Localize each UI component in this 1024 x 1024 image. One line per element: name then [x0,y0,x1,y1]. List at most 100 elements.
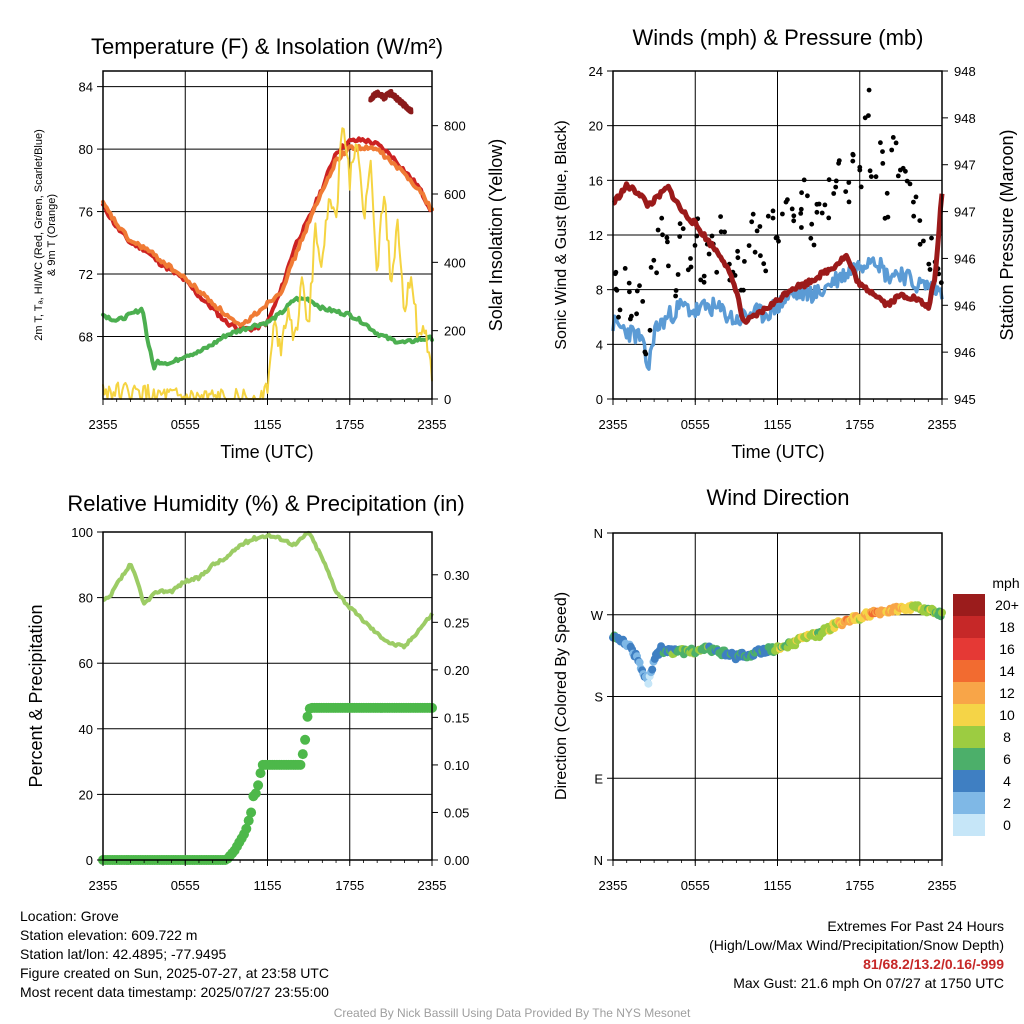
temp-ytick-label: 68 [79,330,93,345]
rh-y2tick-label: 0.25 [444,615,469,630]
wind-y2tick-label: 946 [954,251,976,266]
gust-point [917,241,923,247]
gust-point [846,180,852,185]
temp-ylabel-left-1: 2m T, Tₐ, HI/WC (Red, Green, Scarlet/Blu… [33,129,45,341]
dir-xtick-label: 1155 [764,878,792,893]
temp-y2tick-label: 200 [444,324,466,339]
rh-y2tick-label: 0.10 [444,758,469,773]
station-elevation: Station elevation: 609.722 m [20,927,198,943]
gust-point [826,215,832,221]
wind-xtick-label: 1755 [845,417,874,432]
gust-point [660,232,665,238]
rh-y2tick-label: 0.30 [444,568,469,583]
gust-point [692,243,698,248]
temp-ylabel-right: Solar Insolation (Yellow) [486,139,506,331]
rh-ytick-label: 0 [86,853,93,868]
gust-point [617,307,623,313]
temp-ytick-label: 76 [79,205,93,220]
wind-ytick-label: 4 [596,337,603,352]
legend-label: 10 [999,707,1015,723]
temp-series-td [101,295,434,371]
speed-legend: 20+ 18 16 14 12 10 8 6 4 2 0 [953,594,1019,836]
gust-point [774,235,780,241]
gust-point [846,199,852,205]
temp-series-solar [102,127,433,400]
gust-point [791,218,797,224]
wind-series [611,87,945,371]
gust-point [857,164,863,170]
station-latlon: Station lat/lon: 42.4895; -77.9495 [20,946,227,962]
wind-ytick-label: 0 [596,392,603,407]
gust-point [698,277,704,283]
gust-point [718,214,723,220]
gust-point [722,229,727,235]
gust-point [754,228,760,234]
wind-xtick-label: 0555 [681,417,710,432]
legend-label: 20+ [995,597,1019,613]
gust-point [665,239,670,245]
legend-swatch [953,638,985,660]
dir-ylabel-left: Direction (Colored By Speed) [553,592,570,800]
precip-point [255,768,266,779]
dir-xtick-label: 2355 [928,878,957,893]
legend-swatch [953,660,985,682]
rh-y2tick-label: 0.20 [444,663,469,678]
legend-label: 8 [1003,729,1011,745]
gust-point [735,255,741,261]
rh-xtick-label: 1155 [254,878,282,893]
gust-point [798,206,804,212]
legend-swatch [953,682,985,704]
gust-point [811,242,817,248]
precip-point [253,780,264,791]
gust-point [749,219,755,225]
gust-point [833,184,839,190]
gust-point [701,273,707,279]
gust-point [929,235,934,241]
wind-ylabel-right: Station Pressure (Maroon) [997,129,1017,340]
temp-title: Temperature (F) & Insolation (W/m²) [91,34,443,59]
gust-point [895,173,901,179]
gust-point [903,168,908,174]
extremes-info: Extremes For Past 24 Hours (High/Low/Max… [709,917,1004,993]
wind-title: Winds (mph) & Pressure (mb) [633,25,924,50]
gust-point [822,202,828,208]
gust-point [648,265,654,270]
gust-point [701,279,707,285]
wind-ytick-label: 24 [589,64,603,79]
wind-y2tick-label: 945 [954,392,976,407]
gust-point [706,251,712,257]
gust-point [799,225,804,230]
rh-y2tick-label: 0.00 [444,853,469,868]
temp-xtick-label: 0555 [171,417,200,432]
dir-title: Wind Direction [706,485,849,510]
gust-point [878,140,883,146]
wind-y2tick-label: 948 [954,64,976,79]
gust-point [627,289,632,295]
gust-point [655,227,661,233]
gust-point [647,327,653,333]
gust-point [694,233,700,239]
legend-label: 0 [1003,817,1011,833]
wind-ylabel-left: Sonic Wind & Gust (Blue, Black) [553,120,570,349]
station-location: Location: Grove [20,908,119,924]
rh-y2tick-label: 0.05 [444,805,469,820]
dir-axes: 2355 0555 1155 1755 2355 N E S W N [591,526,957,893]
rh-ytick-label: 40 [79,722,93,737]
gust-point [907,181,913,187]
dir-ytick-label: S [594,690,603,705]
gust-point [750,211,756,217]
gust-point [752,249,758,255]
gust-point [809,221,815,227]
legend-swatch [953,770,985,792]
wind-y2tick-label: 947 [954,205,976,220]
gust-point [785,197,790,203]
dir-ytick-label: N [594,526,603,541]
temp-y2tick-label: 600 [444,187,466,202]
gust-point [798,211,804,216]
station-info: Location: Grove Station elevation: 609.7… [20,907,329,1002]
gust-point [613,269,619,275]
gust-point [868,174,874,180]
gust-point [831,191,837,196]
wind-y2tick-label: 946 [954,298,976,313]
